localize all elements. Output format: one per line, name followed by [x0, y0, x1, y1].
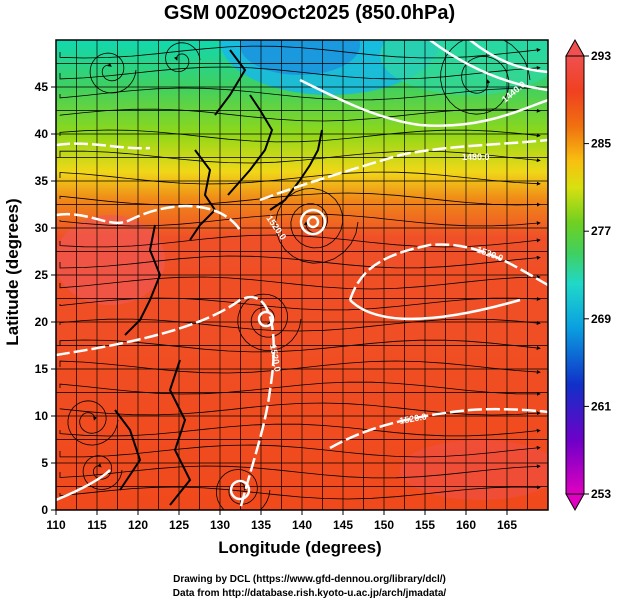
streamline [59, 339, 541, 353]
streamline [59, 192, 541, 207]
streamline [59, 464, 541, 479]
colorbar-tick-label: 269 [591, 312, 611, 326]
streamline [59, 108, 541, 122]
streamline [59, 381, 541, 396]
streamline [59, 275, 541, 290]
x-tick-label: 125 [169, 518, 189, 532]
colorbar-tick-label: 253 [591, 487, 611, 501]
y-tick-label: 10 [35, 409, 49, 423]
y-tick-label: 20 [35, 315, 49, 329]
streamline [59, 444, 541, 458]
x-tick-label: 115 [87, 518, 107, 532]
colorbar-tick-label: 261 [591, 399, 611, 413]
x-tick-label: 135 [251, 518, 271, 532]
y-axis-ticks: 0 5 10 15 20 25 30 35 40 45 [35, 80, 56, 517]
colorbar: 253 261 269 277 285 293 [565, 38, 611, 512]
streamline [59, 360, 541, 374]
x-axis-ticks: 110 115 120 125 130 135 140 145 150 155 160 165 [46, 510, 517, 532]
streamline [59, 402, 541, 416]
y-tick-label: 25 [35, 268, 49, 282]
x-tick-label: 150 [374, 518, 394, 532]
lat-lon-grid [56, 40, 548, 510]
streamline [67, 400, 119, 446]
streamline [89, 52, 137, 94]
y-tick-label: 5 [41, 456, 48, 470]
y-tick-label: 40 [35, 127, 49, 141]
x-tick-label: 120 [128, 518, 148, 532]
y-tick-label: 45 [35, 80, 49, 94]
data-credit: Data from http://database.rish.kyoto-u.a… [172, 588, 447, 599]
colorbar-tick-label: 285 [591, 137, 611, 151]
streamline [82, 455, 123, 490]
streamline [59, 423, 541, 437]
geopotential-contours [56, 40, 548, 510]
streamline [59, 86, 541, 101]
x-tick-label: 155 [415, 518, 435, 532]
streamline [165, 42, 201, 73]
x-tick-label: 165 [497, 518, 517, 532]
x-tick-label: 140 [292, 518, 312, 532]
wind-streamlines [59, 40, 541, 510]
y-axis-label: Latitude (degrees) [3, 198, 22, 346]
contour-label: 1480.0 [462, 152, 490, 162]
y-tick-label: 0 [41, 503, 48, 517]
chart-title: GSM 00Z09Oct2025 (850.0hPa) [163, 2, 456, 24]
x-tick-label: 130 [210, 518, 230, 532]
colorbar-tick-label: 293 [591, 49, 611, 63]
drawing-credit: Drawing by DCL (https://www.gfd-dennou.o… [173, 574, 446, 585]
streamline [59, 150, 541, 164]
streamline [59, 65, 541, 80]
streamline [59, 296, 541, 311]
coastlines [114, 49, 323, 506]
y-tick-label: 35 [35, 174, 49, 188]
colorbar-top-arrow [565, 38, 585, 57]
streamline [59, 485, 541, 500]
y-tick-label: 15 [35, 362, 49, 376]
streamline [59, 213, 541, 227]
x-tick-label: 110 [46, 518, 66, 532]
streamline [59, 255, 541, 269]
x-tick-label: 145 [333, 518, 353, 532]
temperature-field: 1520.0 1520.0 1520.0 1520.0 1480.0 1440.… [56, 40, 548, 510]
streamline [59, 234, 541, 248]
y-tick-label: 30 [35, 221, 49, 235]
streamline [59, 318, 541, 332]
x-axis-label: Longitude (degrees) [218, 538, 382, 557]
streamline [59, 171, 541, 186]
contour-label: 1520.0 [399, 411, 428, 426]
colorbar-tick-label: 277 [591, 224, 611, 238]
x-tick-label: 160 [456, 518, 476, 532]
colorbar-bottom-arrow [565, 493, 585, 512]
streamline [59, 129, 541, 143]
contour-label: 1520.0 [268, 344, 283, 373]
colorbar-ticks: 253 261 269 277 285 293 [584, 49, 611, 501]
